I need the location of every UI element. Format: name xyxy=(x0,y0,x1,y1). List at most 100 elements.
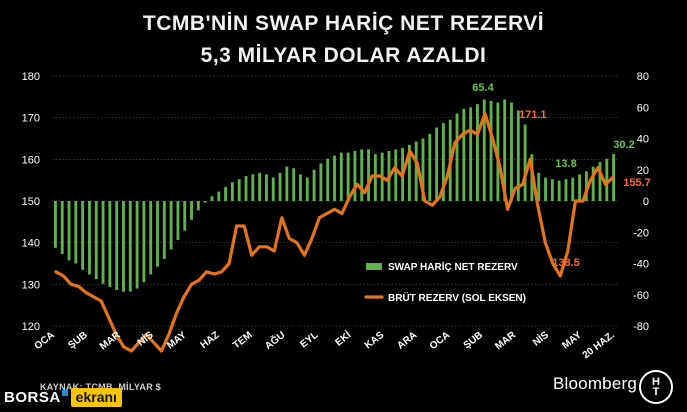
data-annotation: 138.5 xyxy=(552,257,580,269)
swap-bar xyxy=(312,169,316,201)
chart-title-line-2: 5,3 MİLYAR DOLAR AZALDI xyxy=(200,44,487,67)
swap-bar xyxy=(482,99,486,201)
borsa-logo-dot xyxy=(61,390,68,396)
swap-bar xyxy=(162,201,166,259)
swap-bar xyxy=(292,168,296,201)
swap-bar xyxy=(455,113,459,201)
swap-bar xyxy=(217,191,221,201)
swap-bar xyxy=(578,174,581,201)
swap-bar xyxy=(196,201,200,211)
swap-bar xyxy=(251,174,255,201)
swap-bar xyxy=(441,122,445,201)
gross-reserve-line xyxy=(54,111,615,353)
x-axis-tick-label: EYL xyxy=(298,330,320,351)
swap-bar xyxy=(516,110,520,201)
swap-bar xyxy=(128,201,132,292)
left-axis-tick-label: 180 xyxy=(22,71,40,83)
left-axis-tick-label: 140 xyxy=(22,238,40,250)
left-axis-tick-label: 120 xyxy=(22,321,40,333)
left-axis-tick-label: 170 xyxy=(22,113,40,125)
chart-title-line-1: TCMB'NİN SWAP HARİÇ NET REZERVİ xyxy=(142,12,545,35)
swap-bar xyxy=(489,101,493,201)
ekrani-logo-word: ekranı xyxy=(70,387,122,407)
x-axis-tick-label: NİS xyxy=(530,328,551,349)
swap-bar xyxy=(203,201,207,203)
swap-bar xyxy=(88,201,91,275)
swap-bar xyxy=(339,152,343,201)
swap-bar xyxy=(169,201,173,250)
x-axis-tick-label: OCA xyxy=(428,330,452,352)
swap-bar xyxy=(142,201,146,283)
swap-bar xyxy=(122,201,125,292)
swap-bar xyxy=(53,201,57,248)
swap-bar xyxy=(74,201,78,264)
right-axis-tick-label: -80 xyxy=(633,321,649,333)
right-axis-tick-label: 80 xyxy=(637,71,649,83)
swap-bar xyxy=(271,177,275,201)
source-note: KAYNAK: TCMB, MİLYAR $ xyxy=(40,382,162,392)
left-axis-tick-label: 150 xyxy=(22,196,40,208)
swap-bar xyxy=(407,144,411,201)
swap-bar xyxy=(135,201,139,289)
swap-bar xyxy=(224,186,228,201)
swap-bar xyxy=(462,108,466,201)
swap-bar xyxy=(333,155,336,201)
swap-bar xyxy=(353,151,357,201)
swap-bar xyxy=(367,149,370,201)
swap-bar xyxy=(346,152,350,201)
data-annotation: 65.4 xyxy=(472,82,494,94)
swap-bar xyxy=(183,201,187,231)
swap-bar xyxy=(326,158,330,201)
right-axis-tick-label: -20 xyxy=(633,227,649,239)
swap-bar xyxy=(496,102,500,201)
swap-bar xyxy=(149,201,153,275)
x-axis-tick-label: OCA xyxy=(33,330,57,352)
x-axis-tick-label: MAY xyxy=(560,329,584,351)
x-axis-tick-label: MAR xyxy=(493,329,518,352)
x-axis-tick-label: ARA xyxy=(395,330,419,352)
swap-bar xyxy=(421,138,425,201)
swap-bar xyxy=(230,182,234,201)
swap-bar xyxy=(60,201,64,255)
swap-bar xyxy=(537,172,541,201)
x-axis-tick-label: KAS xyxy=(363,329,387,351)
swap-bar xyxy=(305,177,309,201)
x-axis-tick-label: ŞUB xyxy=(462,330,485,352)
swap-bar xyxy=(510,102,513,201)
swap-bar xyxy=(598,161,602,201)
ht-logo-top: H xyxy=(652,376,660,388)
data-annotation: 13.8 xyxy=(555,158,576,170)
x-axis-tick-label: TEM xyxy=(231,330,254,352)
swap-bar xyxy=(210,196,214,201)
swap-bar xyxy=(264,174,268,201)
swap-bar xyxy=(550,179,554,201)
left-axis-tick-label: 160 xyxy=(22,154,40,166)
swap-bar xyxy=(101,201,105,284)
swap-bar xyxy=(108,201,112,287)
ht-logo-bottom: T xyxy=(652,386,660,398)
legend-label-bars: SWAP HARİÇ NET REZERV xyxy=(388,260,518,273)
legend-label-line: BRÜT REZERV (SOL EKSEN) xyxy=(388,291,526,304)
x-axis-tick-label: MAR xyxy=(98,329,123,352)
right-axis-tick-label: 0 xyxy=(643,196,649,208)
left-axis-tick-label: 130 xyxy=(22,279,40,291)
swap-bar xyxy=(244,176,248,201)
swap-bar xyxy=(571,177,575,201)
swap-bar xyxy=(190,201,193,220)
x-axis-tick-label: ŞUB xyxy=(66,330,89,352)
swap-bar xyxy=(156,201,159,267)
swap-bar xyxy=(476,104,479,201)
legend-swatch-bars xyxy=(366,263,382,270)
bloomberg-logo: Bloomberg xyxy=(553,374,638,393)
swap-bar xyxy=(394,149,398,201)
right-axis-tick-label: -60 xyxy=(633,290,649,302)
swap-bar xyxy=(605,158,609,201)
swap-bar xyxy=(523,124,527,201)
swap-bar xyxy=(115,201,119,291)
swap-bar xyxy=(360,149,364,201)
x-axis-tick-label: HAZ xyxy=(199,330,222,351)
swap-bar xyxy=(319,163,323,201)
swap-bar xyxy=(237,179,241,201)
swap-bar xyxy=(278,172,282,201)
